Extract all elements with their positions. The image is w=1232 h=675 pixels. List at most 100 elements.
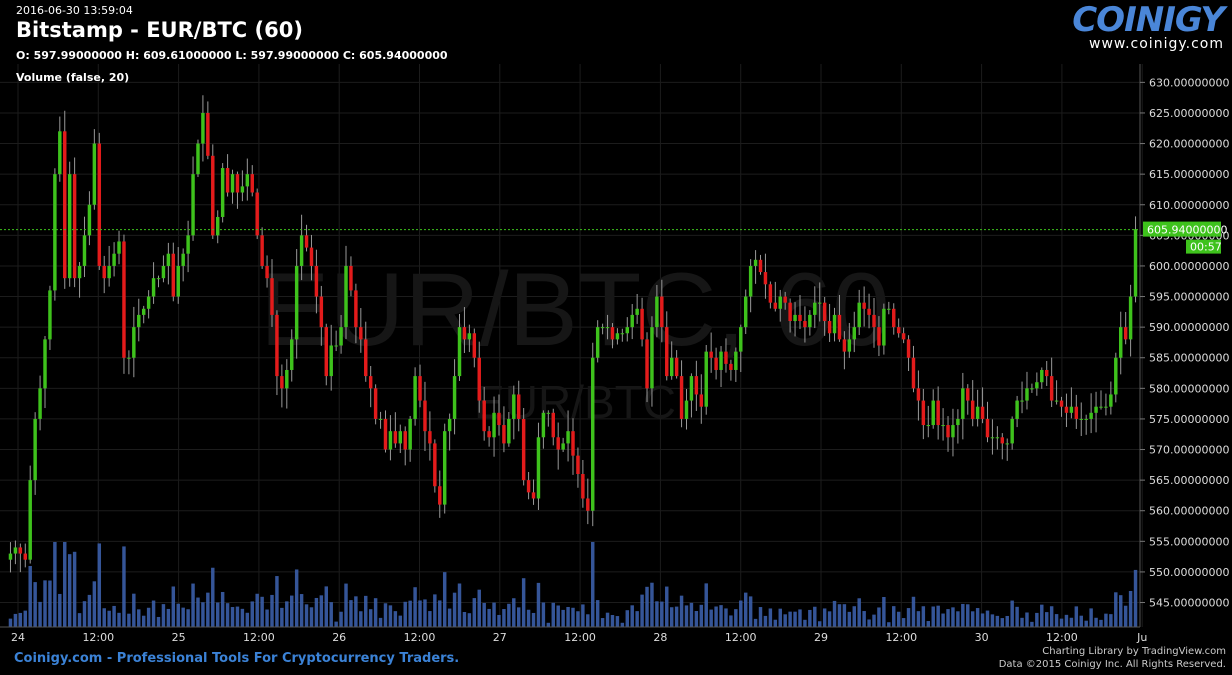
- candle-body[interactable]: [1015, 400, 1019, 419]
- candle-body[interactable]: [576, 455, 580, 475]
- candle-body[interactable]: [665, 327, 669, 377]
- volume-indicator-label[interactable]: Volume (false, 20): [16, 71, 130, 84]
- candle-body[interactable]: [161, 265, 166, 279]
- candle-body[interactable]: [872, 314, 876, 328]
- candle-body[interactable]: [206, 112, 210, 156]
- candle-body[interactable]: [1109, 394, 1113, 407]
- candle-body[interactable]: [615, 333, 620, 340]
- candle-body[interactable]: [373, 388, 378, 419]
- candle-body[interactable]: [714, 357, 718, 370]
- candle-body[interactable]: [768, 284, 773, 303]
- candle-body[interactable]: [245, 174, 250, 187]
- candle-body[interactable]: [571, 431, 575, 456]
- candle-body[interactable]: [946, 425, 950, 438]
- candle-body[interactable]: [699, 394, 704, 407]
- candle-body[interactable]: [985, 418, 990, 438]
- candle-body[interactable]: [526, 480, 531, 493]
- candle-body[interactable]: [1020, 400, 1024, 402]
- candle-body[interactable]: [926, 425, 931, 427]
- candle-body[interactable]: [813, 302, 817, 315]
- candle-body[interactable]: [847, 339, 852, 352]
- candle-body[interactable]: [1133, 229, 1138, 297]
- candle-body[interactable]: [240, 186, 245, 193]
- candle-body[interactable]: [595, 327, 600, 358]
- candle-body[interactable]: [842, 339, 847, 352]
- candle-body[interactable]: [516, 394, 521, 419]
- candle-body[interactable]: [72, 174, 77, 279]
- candle-body[interactable]: [1099, 406, 1103, 408]
- candle-body[interactable]: [1010, 418, 1014, 444]
- candle-body[interactable]: [1049, 376, 1054, 401]
- candle-body[interactable]: [1030, 388, 1034, 390]
- candle-body[interactable]: [1119, 327, 1123, 358]
- candle-body[interactable]: [413, 376, 417, 419]
- candle-body[interactable]: [477, 357, 481, 401]
- candle-body[interactable]: [280, 376, 284, 389]
- candle-body[interactable]: [354, 290, 358, 328]
- candle-body[interactable]: [442, 431, 447, 505]
- candle-body[interactable]: [709, 351, 713, 358]
- candle-body[interactable]: [304, 235, 309, 248]
- candle-body[interactable]: [43, 339, 47, 389]
- candle-body[interactable]: [38, 388, 42, 419]
- candle-body[interactable]: [827, 321, 832, 334]
- candle-body[interactable]: [546, 412, 551, 414]
- candle-body[interactable]: [803, 321, 807, 328]
- candle-body[interactable]: [1089, 412, 1093, 419]
- candle-body[interactable]: [18, 547, 23, 554]
- candle-body[interactable]: [1123, 327, 1128, 340]
- candle-body[interactable]: [112, 253, 116, 266]
- candle-body[interactable]: [181, 253, 185, 266]
- candle-body[interactable]: [556, 437, 560, 450]
- candle-body[interactable]: [433, 443, 437, 487]
- candle-body[interactable]: [837, 314, 842, 340]
- candle-body[interactable]: [980, 406, 985, 419]
- candle-body[interactable]: [650, 327, 654, 389]
- candle-body[interactable]: [393, 431, 398, 444]
- candle-body[interactable]: [793, 314, 797, 322]
- candle-body[interactable]: [936, 400, 940, 426]
- candle-body[interactable]: [645, 339, 649, 389]
- candle-body[interactable]: [822, 302, 827, 322]
- candle-body[interactable]: [551, 412, 555, 438]
- candle-body[interactable]: [339, 327, 343, 346]
- candle-body[interactable]: [383, 418, 388, 450]
- candle-body[interactable]: [156, 278, 161, 280]
- candle-body[interactable]: [452, 376, 457, 419]
- candle-body[interactable]: [610, 327, 615, 340]
- candle-body[interactable]: [472, 333, 477, 358]
- candle-body[interactable]: [877, 327, 881, 346]
- candle-body[interactable]: [512, 394, 516, 419]
- candle-body[interactable]: [418, 376, 422, 401]
- candle-body[interactable]: [117, 241, 121, 254]
- time-axis[interactable]: 24 12:00 25 12:00 26 12:00 27 12:00 28 12:00 29 12:…: [11, 631, 1147, 644]
- candle-body[interactable]: [605, 327, 610, 329]
- candle-body[interactable]: [23, 553, 27, 560]
- candle-body[interactable]: [502, 425, 506, 444]
- candle-body[interactable]: [171, 253, 176, 297]
- candle-body[interactable]: [1094, 406, 1098, 413]
- candle-body[interactable]: [660, 296, 664, 328]
- candle-body[interactable]: [990, 437, 995, 439]
- candle-body[interactable]: [724, 351, 728, 364]
- candle-body[interactable]: [1084, 418, 1088, 420]
- candle-body[interactable]: [270, 278, 274, 315]
- candle-body[interactable]: [773, 302, 778, 309]
- candle-body[interactable]: [220, 168, 225, 217]
- candle-body[interactable]: [892, 308, 896, 328]
- candle-body[interactable]: [1059, 400, 1064, 407]
- candle-body[interactable]: [689, 376, 694, 401]
- candle-body[interactable]: [408, 418, 412, 450]
- candle-body[interactable]: [966, 388, 970, 401]
- price-axis[interactable]: 545.00000000 550.00000000 555.00000000 560.…: [1140, 76, 1229, 610]
- candle-body[interactable]: [896, 327, 901, 334]
- candle-body[interactable]: [743, 296, 748, 328]
- candle-body[interactable]: [591, 357, 595, 511]
- candle-body[interactable]: [887, 308, 891, 310]
- candle-body[interactable]: [956, 418, 960, 426]
- candle-body[interactable]: [931, 400, 935, 426]
- candle-body[interactable]: [778, 296, 782, 309]
- candle-body[interactable]: [447, 418, 452, 432]
- candle-body[interactable]: [359, 327, 363, 340]
